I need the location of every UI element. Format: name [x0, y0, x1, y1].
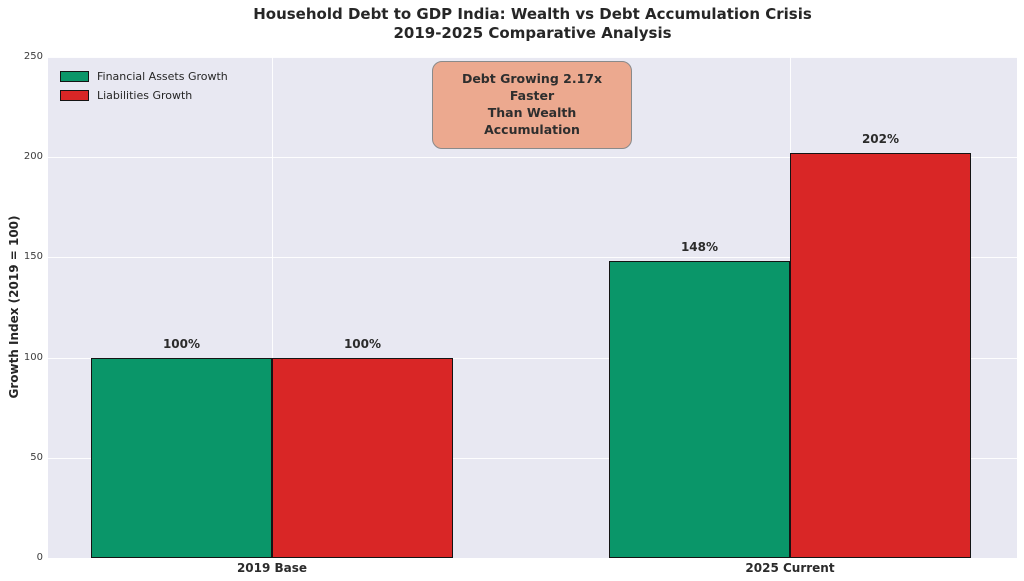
legend-label: Liabilities Growth: [97, 89, 193, 102]
legend-swatch-red: [60, 90, 89, 101]
x-tick-2019-base: 2019 Base: [236, 561, 308, 575]
gridline-horizontal: [48, 457, 1017, 459]
y-tick-label: 50: [30, 451, 43, 463]
bar-financial-assets-2025: [609, 261, 790, 558]
gridline-vertical: [272, 57, 273, 558]
chart-legend: Financial Assets Growth Liabilities Grow…: [56, 65, 232, 110]
gridline-horizontal: [48, 257, 1017, 259]
y-tick-label: 200: [23, 151, 43, 163]
gridline-horizontal: [48, 357, 1017, 359]
chart-subtitle: 2019-2025 Comparative Analysis: [393, 24, 672, 42]
bar-value-label: 202%: [861, 132, 900, 146]
gridline-horizontal: [48, 157, 1017, 159]
plot-area: 100% 148% 100% 202% Financial Assets Growth…: [48, 57, 1017, 558]
y-tick-label: 0: [36, 552, 43, 563]
legend-item-financial-assets: Financial Assets Growth: [60, 70, 228, 83]
bar-value-label: 100%: [343, 337, 382, 351]
bar-value-label: 100%: [162, 337, 201, 351]
annotation-line2: Than Wealth Accumulation: [484, 104, 580, 137]
y-tick-label: 250: [23, 51, 43, 62]
legend-item-liabilities: Liabilities Growth: [60, 89, 228, 102]
bar-financial-assets-2019: [91, 358, 272, 558]
bar-liabilities-2025: [790, 153, 971, 558]
x-tick-2025-current: 2025 Current: [745, 561, 835, 575]
y-tick-label: 150: [23, 251, 43, 263]
annotation-box: Debt Growing 2.17x Faster Than Wealth Ac…: [432, 61, 632, 149]
legend-label: Financial Assets Growth: [97, 70, 228, 83]
annotation-line1: Debt Growing 2.17x Faster: [461, 71, 603, 103]
gridline-horizontal: [48, 57, 1017, 58]
y-axis-label: Growth Index (2019 = 100): [7, 215, 21, 399]
bar-liabilities-2019: [272, 358, 453, 558]
y-tick-label: 100: [23, 351, 43, 363]
legend-swatch-green: [60, 71, 89, 82]
chart-title: Household Debt to GDP India: Wealth vs D…: [253, 5, 812, 23]
bar-value-label: 148%: [680, 240, 719, 254]
